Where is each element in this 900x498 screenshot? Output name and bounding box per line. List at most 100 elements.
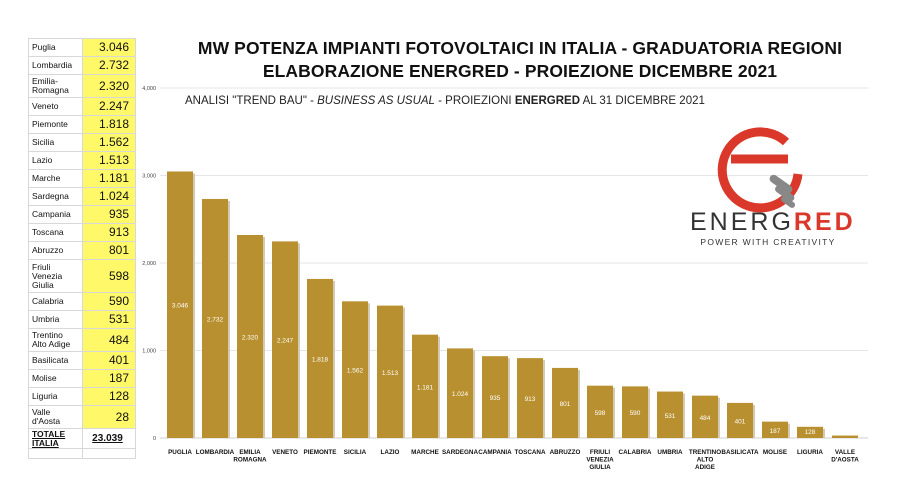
bar [482,356,508,438]
table-region-value: 401 [81,351,137,370]
table-row: Piemonte 1.818 [28,115,137,134]
bar [727,402,753,438]
bar [762,421,788,438]
bar [272,241,298,438]
chart-title-line2: ELABORAZIONE ENERGRED - PROIEZIONE DICEM… [262,61,778,81]
bar [622,386,648,438]
table-region-value: 531 [81,310,137,329]
table-region-name: Trentino Alto Adige [28,328,83,352]
x-category-label: FRIULI VENEZIA GIULIA [586,449,614,471]
bar [342,301,368,438]
table-total-row: TOTALE ITALIA 23.039 [28,428,137,449]
table-row: Liguria 128 [28,387,137,406]
table-region-name: Valle d'Aosta [28,405,83,429]
y-tick-label: 1,000 [142,349,156,355]
table-row: Molise 187 [28,369,137,388]
table-row: Veneto 2.247 [28,97,137,116]
table-region-value: 187 [81,369,137,388]
table-region-value: 1.562 [81,133,137,152]
region-table: Puglia 3.046 Lombardia 2.732 Emilia- Romagna 2… [28,38,137,459]
x-category-label: UMBRIA [657,449,683,456]
bar-value-label: 1.513 [382,370,399,377]
table-row: Puglia 3.046 [28,38,137,57]
bar [447,348,473,438]
table-region-value: 913 [81,223,137,242]
table-region-value: 1.513 [81,151,137,170]
x-category-label: MARCHE [411,449,439,456]
table-region-name: Emilia- Romagna [28,74,83,98]
table-region-value: 590 [81,292,137,311]
table-region-value: 484 [81,328,137,352]
x-category-label: BASILICATA [721,449,759,456]
table-row: Toscana 913 [28,223,137,242]
bar [517,358,543,438]
bar-value-label: 401 [735,418,746,425]
x-category-label: ABRUZZO [550,449,581,456]
bar-value-label: 913 [525,396,536,403]
table-row: Umbria 531 [28,310,137,329]
bar-value-label: 1.562 [347,368,364,375]
table-row: Emilia- Romagna 2.320 [28,74,137,98]
table-region-name: Lazio [28,151,83,170]
table-row: Calabria 590 [28,292,137,311]
table-region-name: Liguria [28,387,83,406]
logo-tagline: POWER WITH CREATIVITY [700,237,836,247]
bar-value-label: 590 [630,410,641,417]
table-row: Sicilia 1.562 [28,133,137,152]
bar-value-label: 1.181 [417,384,434,391]
x-category-label: TRENTINO ALTO ADIGE [689,449,721,471]
table-region-value: 598 [81,259,137,293]
bar-value-label: 1.818 [312,356,329,363]
bar [167,171,193,438]
chart-title-line1: MW POTENZA IMPIANTI FOTOVOLTAICI IN ITAL… [197,38,843,58]
table-region-name: Toscana [28,223,83,242]
table-row: Trentino Alto Adige 484 [28,328,137,352]
bar [587,385,613,438]
logo-word-a: ENERG [690,208,794,236]
table-total-value: 23.039 [81,428,137,449]
table-row: Valle d'Aosta 28 [28,405,137,429]
table-region-value: 1.181 [81,169,137,188]
bar [692,395,718,438]
table-region-name: Friuli Venezia Giulia [28,259,83,293]
y-tick-label: 0 [153,436,156,442]
table-region-value: 28 [81,405,137,429]
energred-logo-icon [717,127,803,213]
table-row: Abruzzo 801 [28,241,137,260]
table-total-label: TOTALE ITALIA [28,428,83,449]
table-row: Friuli Venezia Giulia 598 [28,259,137,293]
x-category-label: LIGURIA [797,449,823,456]
table-region-value: 801 [81,241,137,260]
x-category-label: TOSCANA [514,449,545,456]
table-region-value: 1.818 [81,115,137,134]
table-region-value: 3.046 [81,38,137,57]
table-region-name: Calabria [28,292,83,311]
table-region-name: Abruzzo [28,241,83,260]
logo-word-b: RED [793,208,856,236]
table-region-value: 1.024 [81,187,137,206]
table-region-name: Sicilia [28,133,83,152]
table-region-name: Sardegna [28,187,83,206]
bar-value-label: 598 [595,410,606,417]
x-category-label: LAZIO [381,449,400,456]
bar-value-label: 531 [665,413,676,420]
x-category-label: CAMPANIA [478,449,512,456]
x-category-label: MOLISE [763,449,787,456]
bar [237,235,263,438]
x-category-label: SARDEGNA [442,449,478,456]
bar [202,198,228,438]
x-category-label: PUGLIA [168,449,192,456]
table-region-name: Marche [28,169,83,188]
y-tick-label: 3,000 [142,174,156,180]
bar-value-label: 2.320 [242,335,259,342]
bar [657,391,683,438]
table-region-name: Molise [28,369,83,388]
x-category-label: VENETO [272,449,298,456]
y-tick-label: 4,000 [142,86,156,92]
bar-value-label: 28 [841,429,849,436]
table-region-name: Puglia [28,38,83,57]
bar-value-label: 187 [770,428,781,435]
bar-value-label: 2.732 [207,316,224,323]
table-region-name: Veneto [28,97,83,116]
